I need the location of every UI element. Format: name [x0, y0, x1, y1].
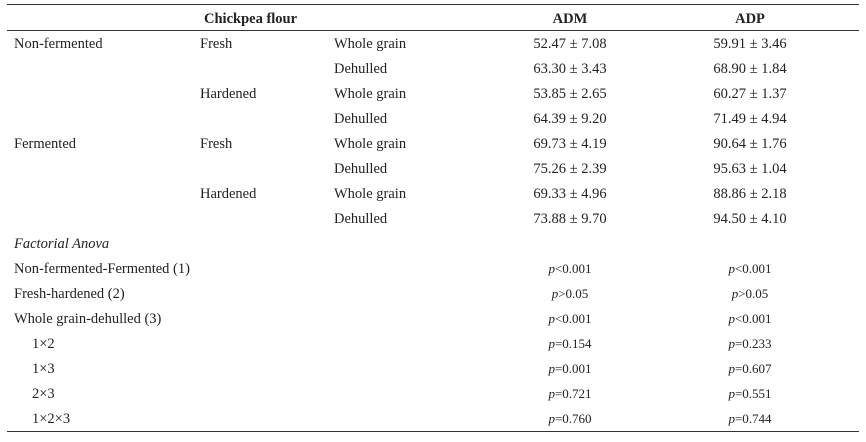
adm-value: 75.26 ± 2.39 — [533, 161, 607, 177]
p-value: =0.607 — [734, 361, 772, 376]
state-label: Fresh — [200, 36, 233, 52]
p-value: <0.001 — [554, 261, 592, 276]
p-symbol: p — [728, 361, 735, 376]
p-symbol: p — [548, 386, 555, 401]
p-symbol: p — [548, 411, 555, 426]
adp-value: 94.50 ± 4.10 — [713, 211, 787, 227]
p-symbol: p — [548, 311, 555, 326]
adp-value: 71.49 ± 4.94 — [713, 111, 787, 127]
adm-value: 52.47 ± 7.08 — [533, 36, 607, 52]
adm-p-value: p=0.154 — [460, 335, 680, 353]
p-value: <0.001 — [554, 311, 592, 326]
p-symbol: p — [728, 386, 735, 401]
p-symbol: p — [728, 261, 735, 276]
type-label: Dehulled — [334, 161, 388, 177]
adp-p-value: p<0.001 — [640, 260, 860, 278]
anova-title: Factorial Anova — [14, 236, 110, 252]
anova-label: Fresh-hardened (2) — [14, 286, 125, 302]
adp-p-value: p=0.551 — [640, 385, 860, 403]
header-rule — [7, 30, 859, 31]
type-label: Dehulled — [334, 211, 388, 227]
bottom-rule — [7, 431, 859, 432]
group-label: Fermented — [14, 136, 77, 152]
type-label: Whole grain — [334, 136, 407, 152]
p-value: >0.05 — [558, 286, 589, 301]
adm-p-value: p<0.001 — [460, 310, 680, 328]
adm-value: 53.85 ± 2.65 — [533, 86, 607, 102]
adm-p-value: p=0.001 — [460, 360, 680, 378]
p-symbol: p — [548, 336, 555, 351]
adm-value: 64.39 ± 9.20 — [533, 111, 607, 127]
adp-value: 88.86 ± 2.18 — [713, 186, 787, 202]
adp-value: 60.27 ± 1.37 — [713, 86, 787, 102]
state-label: Hardened — [200, 86, 257, 102]
header-adm: ADM — [552, 11, 588, 27]
p-value: =0.551 — [734, 386, 772, 401]
p-symbol: p — [548, 261, 555, 276]
header-adp: ADP — [735, 11, 765, 27]
anova-label: 1×2 — [32, 336, 55, 352]
anova-label: 1×3 — [32, 361, 55, 377]
state-label: Hardened — [200, 186, 257, 202]
p-symbol: p — [728, 411, 735, 426]
anova-label: Whole grain-dehulled (3) — [14, 311, 162, 327]
adm-p-value: p<0.001 — [460, 260, 680, 278]
p-value: =0.721 — [554, 386, 592, 401]
anova-label: 1×2×3 — [32, 411, 71, 427]
p-symbol: p — [731, 286, 739, 301]
adp-p-value: p>0.05 — [640, 285, 860, 303]
adp-p-value: p=0.607 — [640, 360, 860, 378]
adm-value: 69.73 ± 4.19 — [533, 136, 607, 152]
adm-p-value: p=0.721 — [460, 385, 680, 403]
adp-value: 68.90 ± 1.84 — [713, 61, 787, 77]
p-symbol: p — [728, 336, 735, 351]
group-label: Non-fermented — [14, 36, 103, 52]
adm-p-value: p=0.760 — [460, 410, 680, 428]
adp-value: 95.63 ± 1.04 — [713, 161, 787, 177]
adm-p-value: p>0.05 — [460, 285, 680, 303]
type-label: Dehulled — [334, 61, 388, 77]
top-rule — [7, 4, 859, 5]
p-value: =0.154 — [554, 336, 592, 351]
anova-label: 2×3 — [32, 386, 55, 402]
p-value: <0.001 — [734, 311, 772, 326]
type-label: Whole grain — [334, 86, 407, 102]
type-label: Dehulled — [334, 111, 388, 127]
p-value: <0.001 — [734, 261, 772, 276]
adm-value: 73.88 ± 9.70 — [533, 211, 607, 227]
adm-value: 69.33 ± 4.96 — [533, 186, 607, 202]
type-label: Whole grain — [334, 36, 407, 52]
p-symbol: p — [548, 361, 555, 376]
p-symbol: p — [551, 286, 559, 301]
p-value: =0.760 — [554, 411, 592, 426]
adp-value: 59.91 ± 3.46 — [713, 36, 787, 52]
p-value: =0.001 — [554, 361, 592, 376]
adp-p-value: p=0.744 — [640, 410, 860, 428]
adp-value: 90.64 ± 1.76 — [713, 136, 787, 152]
p-symbol: p — [728, 311, 735, 326]
adp-p-value: p<0.001 — [640, 310, 860, 328]
p-value: >0.05 — [738, 286, 769, 301]
p-value: =0.233 — [734, 336, 772, 351]
header-chickpea-flour: Chickpea flour — [204, 11, 298, 27]
anova-label: Non-fermented-Fermented (1) — [14, 261, 190, 277]
adp-p-value: p=0.233 — [640, 335, 860, 353]
type-label: Whole grain — [334, 186, 407, 202]
state-label: Fresh — [200, 136, 233, 152]
p-value: =0.744 — [734, 411, 772, 426]
adm-value: 63.30 ± 3.43 — [533, 61, 607, 77]
